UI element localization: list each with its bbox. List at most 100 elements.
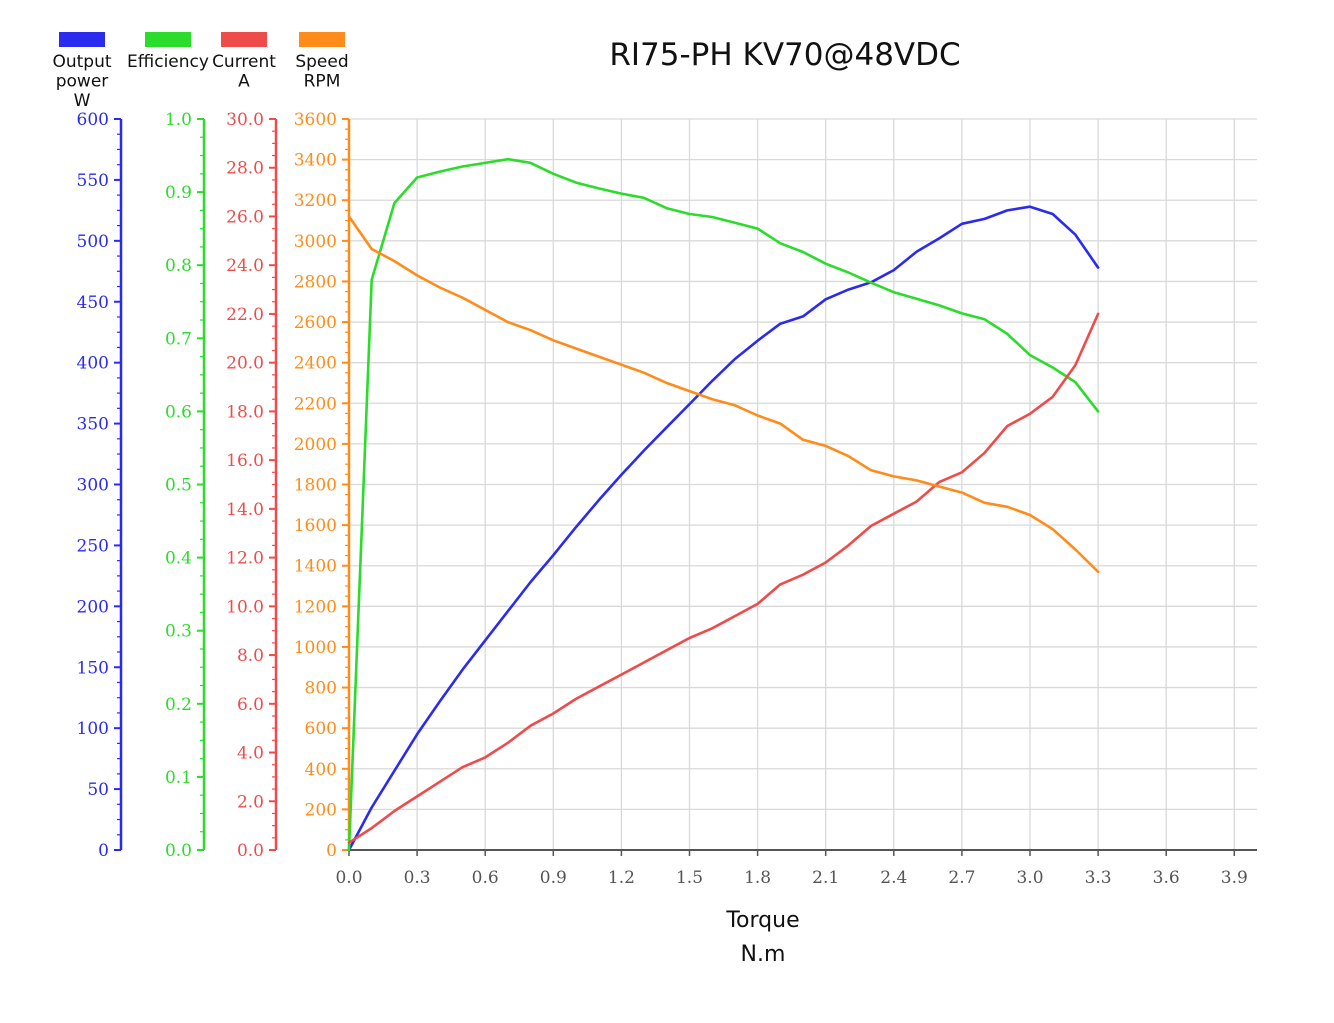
y-axis-speed: 0 200 400 600 800 1000 1200 1400 1600 1800 2000 220…: [294, 110, 351, 861]
series-line-current: [347, 312, 1100, 845]
grid: [349, 118, 1257, 850]
x-tick-label: 0.9: [540, 868, 567, 888]
y-tick-label-speed: 1400: [294, 557, 337, 577]
y-tick-label-efficiency: 0.8: [165, 256, 192, 276]
y-tick-label-speed: 2600: [294, 313, 337, 333]
y-tick-label-power: 400: [77, 354, 109, 374]
y-tick-label-power: 600: [77, 110, 109, 130]
y-axis-current: 0.0 2.0 4.0 6.0 8.0 10.0 12.0 14.0 16.0 18.0 20.0 2…: [226, 110, 278, 861]
y-tick-label-speed: 600: [305, 719, 337, 739]
x-tick-label: 0.3: [404, 868, 431, 888]
x-tick-label: 3.3: [1085, 868, 1112, 888]
y-tick-label-speed: 2000: [294, 435, 337, 455]
legend-label-power: power: [56, 72, 109, 92]
legend-swatch-efficiency: [145, 32, 191, 47]
y-tick-label-power: 350: [77, 415, 109, 435]
y-tick-label-efficiency: 0.4: [165, 549, 192, 569]
x-tick-label: 0.6: [472, 868, 499, 888]
x-axis-label: Torque: [725, 908, 799, 933]
x-tick-label: 3.6: [1153, 868, 1180, 888]
y-axis-efficiency: 0.0 0.1 0.2 0.3 0.4 0.5 0.6 0.7 0.8 0.9 1.0: [165, 110, 206, 861]
legend-swatch-current: [221, 32, 267, 47]
x-tick-label: 3.9: [1221, 868, 1248, 888]
y-tick-label-power: 300: [77, 476, 109, 496]
series-line-speed: [347, 215, 1100, 574]
x-tick-label: 1.5: [676, 868, 703, 888]
y-tick-label-speed: 1800: [294, 476, 337, 496]
y-tick-label-speed: 0: [326, 841, 337, 861]
legend-swatch-speed: [299, 32, 345, 47]
y-tick-label-power: 500: [77, 232, 109, 252]
y-tick-label-power: 250: [77, 536, 109, 556]
y-tick-label-current: 2.0: [237, 792, 264, 812]
y-tick-label-current: 26.0: [226, 207, 264, 227]
x-tick-label: 1.2: [608, 868, 635, 888]
y-tick-label-speed: 3200: [294, 191, 337, 211]
y-tick-label-power: 100: [77, 719, 109, 739]
y-tick-label-power: 150: [77, 658, 109, 678]
y-tick-label-current: 6.0: [237, 695, 264, 715]
legend-label-speed: Speed: [295, 52, 348, 72]
legend-item-efficiency: Efficiency: [127, 32, 209, 72]
x-tick-label: 2.1: [812, 868, 839, 888]
legend-label-power: Output: [52, 52, 111, 72]
x-tick-label: 3.0: [1016, 868, 1043, 888]
x-axis-label: N.m: [741, 942, 786, 967]
y-tick-label-current: 8.0: [237, 646, 264, 666]
y-tick-label-efficiency: 1.0: [165, 110, 192, 130]
series-lines: [347, 157, 1100, 852]
y-tick-label-efficiency: 0.9: [165, 183, 192, 203]
y-tick-label-current: 10.0: [226, 597, 264, 617]
legend-label-speed: RPM: [304, 72, 341, 92]
y-tick-label-efficiency: 0.6: [165, 402, 192, 422]
y-tick-label-power: 200: [77, 597, 109, 617]
y-tick-label-current: 18.0: [226, 402, 264, 422]
y-tick-label-current: 20.0: [226, 354, 264, 374]
y-tick-label-speed: 3600: [294, 110, 337, 130]
x-tick-label: 2.7: [948, 868, 975, 888]
x-axis: 0.0 0.3 0.6 0.9 1.2 1.5 1.8 2.1 2.4 2.7 3.0 3.3 3.6 3…: [335, 849, 1257, 888]
y-tick-label-current: 28.0: [226, 159, 264, 179]
y-tick-label-current: 4.0: [237, 744, 264, 764]
y-tick-label-speed: 1600: [294, 516, 337, 536]
y-tick-label-speed: 1000: [294, 638, 337, 658]
legend-label-efficiency: Efficiency: [127, 52, 209, 72]
y-tick-label-efficiency: 0.3: [165, 622, 192, 642]
y-tick-label-current: 22.0: [226, 305, 264, 325]
x-tick-label: 0.0: [335, 868, 362, 888]
y-tick-label-speed: 3000: [294, 232, 337, 252]
y-tick-label-speed: 2800: [294, 272, 337, 292]
y-tick-label-current: 30.0: [226, 110, 264, 130]
y-tick-label-speed: 1200: [294, 597, 337, 617]
y-tick-label-current: 0.0: [237, 841, 264, 861]
y-tick-label-power: 450: [77, 293, 109, 313]
y-tick-label-current: 14.0: [226, 500, 264, 520]
y-tick-label-efficiency: 0.5: [165, 476, 192, 496]
y-tick-label-speed: 800: [305, 679, 337, 699]
y-tick-label-efficiency: 0.1: [165, 768, 192, 788]
y-tick-label-efficiency: 0.7: [165, 329, 192, 349]
y-tick-label-speed: 2400: [294, 354, 337, 374]
legend-label-power: W: [74, 91, 91, 111]
y-tick-label-speed: 400: [305, 760, 337, 780]
y-axes: 0501001502002503003504004505005506000.00…: [77, 110, 351, 861]
y-tick-label-speed: 200: [305, 800, 337, 820]
chart-title: RI75-PH KV70@48VDC: [609, 37, 960, 73]
legend-swatch-power: [59, 32, 105, 47]
x-tick-label: 1.8: [744, 868, 771, 888]
y-axis-power: 0 50 100 150 200 250 300 350 400 450 500 550 600: [77, 110, 123, 861]
y-tick-label-speed: 2200: [294, 394, 337, 414]
x-axis-title: Torque N.m: [725, 908, 799, 967]
y-tick-label-current: 16.0: [226, 451, 264, 471]
y-tick-label-power: 550: [77, 171, 109, 191]
y-tick-label-power: 0: [98, 841, 109, 861]
series-line-power: [347, 205, 1100, 852]
y-tick-label-efficiency: 0.2: [165, 695, 192, 715]
x-tick-label: 2.4: [880, 868, 907, 888]
